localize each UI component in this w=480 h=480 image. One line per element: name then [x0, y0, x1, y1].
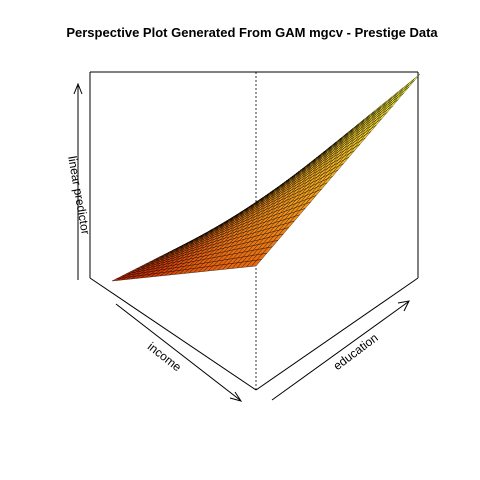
plot-title: Perspective Plot Generated From GAM mgcv…	[66, 25, 438, 40]
bounding-box	[89, 71, 419, 391]
axis-arrows	[73, 82, 410, 402]
income-label: income	[145, 339, 184, 374]
zaxis-label: linear predictor	[65, 155, 93, 236]
education-arrow	[271, 301, 409, 401]
surface-facet	[403, 80, 415, 92]
surface-facet	[397, 84, 410, 96]
surface-mesh	[111, 73, 421, 282]
income-arrow	[115, 303, 241, 401]
surface-facet	[111, 277, 122, 282]
